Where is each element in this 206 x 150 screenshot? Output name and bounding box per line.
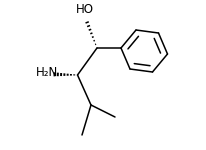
Text: HO: HO xyxy=(76,3,94,16)
Text: H₂N: H₂N xyxy=(36,66,59,78)
